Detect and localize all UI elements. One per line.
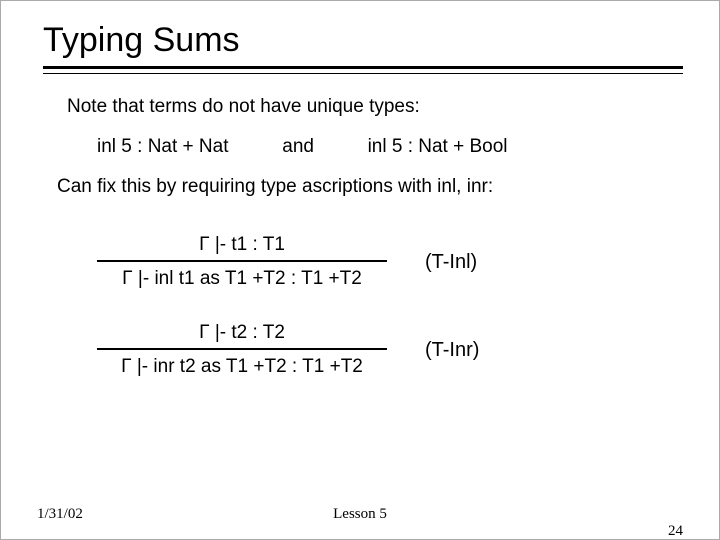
rule-inl-premise: Γ |- t1 : T1 <box>97 232 387 260</box>
example-mid: and <box>282 136 362 158</box>
rule-inr-conclusion: Γ |- inr t2 as T1 +T2 : T1 +T2 <box>97 350 387 380</box>
example-right: inl 5 : Nat + Bool <box>368 136 508 158</box>
rule-t-inl: Γ |- t1 : T1 Γ |- inl t1 as T1 +T2 : T1 … <box>97 232 683 292</box>
note-text: Note that terms do not have unique types… <box>67 96 683 118</box>
rule-inr-premise: Γ |- t2 : T2 <box>97 320 387 348</box>
title-rule-thick <box>43 66 683 69</box>
rule-inl-label: (T-Inl) <box>425 251 477 274</box>
rule-inr-label: (T-Inr) <box>425 339 479 362</box>
rule-inl-conclusion: Γ |- inl t1 as T1 +T2 : T1 +T2 <box>97 262 387 292</box>
slide: Typing Sums Note that terms do not have … <box>1 1 719 539</box>
rule-inr-fraction: Γ |- t2 : T2 Γ |- inr t2 as T1 +T2 : T1 … <box>97 320 387 380</box>
title-block: Typing Sums <box>37 21 683 74</box>
example-left: inl 5 : Nat + Nat <box>97 136 277 158</box>
footer-page: 24 <box>668 523 683 540</box>
rule-t-inr: Γ |- t2 : T2 Γ |- inr t2 as T1 +T2 : T1 … <box>97 320 683 380</box>
slide-title: Typing Sums <box>43 21 683 66</box>
title-rule-thin <box>43 73 683 74</box>
footer-date: 1/31/02 <box>37 506 83 523</box>
rule-inl-fraction: Γ |- t1 : T1 Γ |- inl t1 as T1 +T2 : T1 … <box>97 232 387 292</box>
footer-center: Lesson 5 <box>1 506 719 523</box>
example-line: inl 5 : Nat + Nat and inl 5 : Nat + Bool <box>97 136 683 158</box>
fix-note: Can fix this by requiring type ascriptio… <box>57 176 683 198</box>
footer: 1/31/02 Lesson 5 24 <box>1 506 719 523</box>
